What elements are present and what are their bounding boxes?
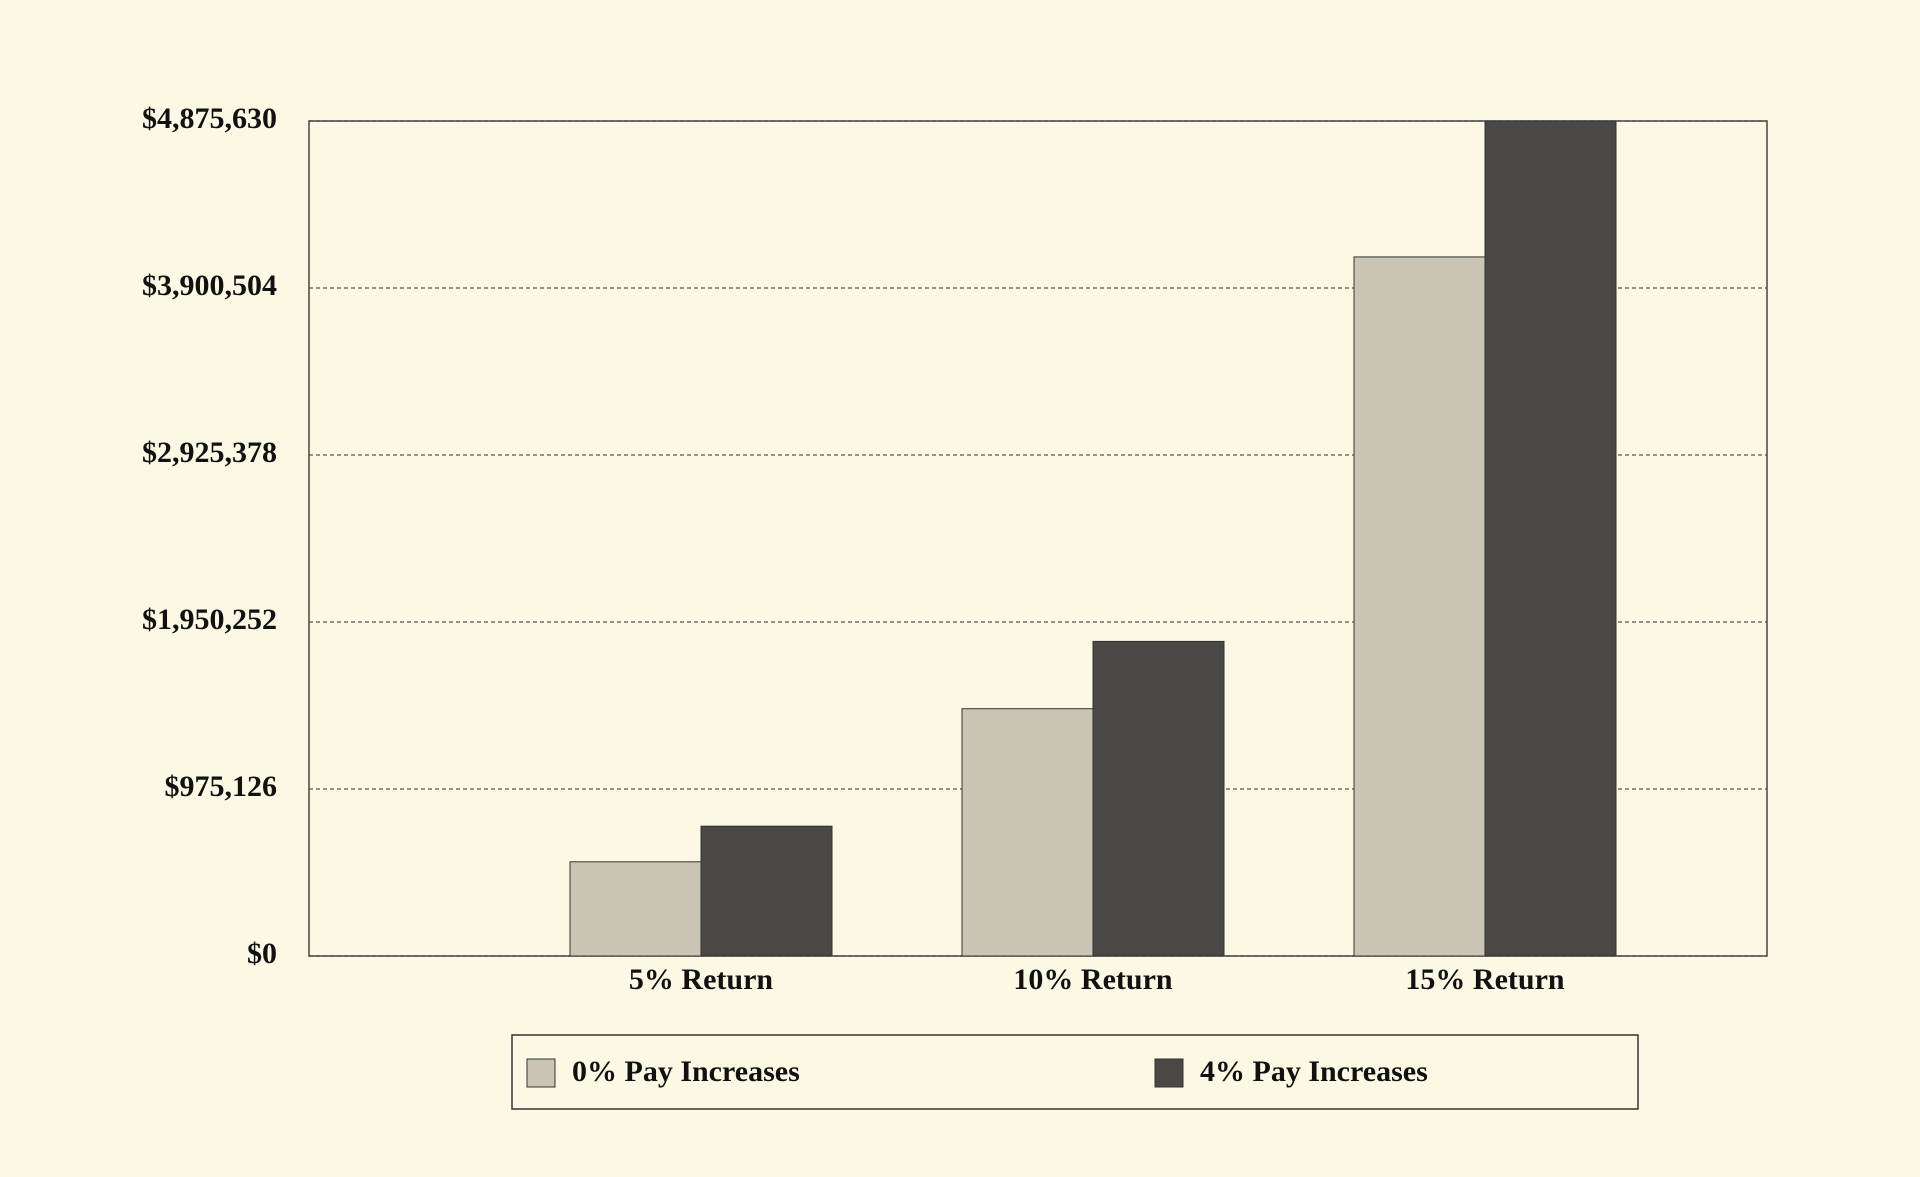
x-tick-label: 10% Return (1013, 963, 1172, 996)
bar (1484, 120, 1617, 957)
y-tick-label: $4,875,630 (142, 102, 277, 135)
legend-box (511, 1034, 1639, 1110)
y-tick-label: $1,950,252 (142, 603, 277, 636)
legend-swatch (1154, 1058, 1184, 1088)
bar (569, 861, 702, 957)
legend-label: 0% Pay Increases (572, 1055, 800, 1088)
y-tick-label: $975,126 (165, 770, 278, 803)
legend-swatch (526, 1058, 556, 1088)
y-tick-label: $0 (247, 937, 277, 970)
bar (961, 708, 1094, 957)
bar (1092, 640, 1225, 957)
y-tick-label: $2,925,378 (142, 436, 277, 469)
x-tick-label: 5% Return (629, 963, 773, 996)
x-tick-label: 15% Return (1405, 963, 1564, 996)
bar (1353, 256, 1486, 957)
y-tick-label: $3,900,504 (142, 269, 277, 302)
legend-label: 4% Pay Increases (1200, 1055, 1428, 1088)
bar (700, 825, 833, 957)
